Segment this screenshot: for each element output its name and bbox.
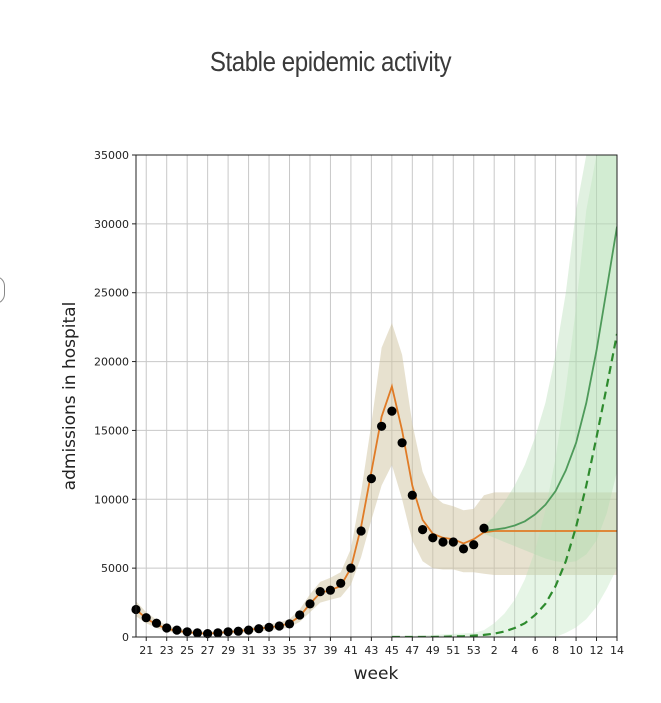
confidence-band-2 [391, 155, 617, 637]
observed-point [469, 540, 479, 550]
y-tick-label: 30000 [94, 218, 129, 231]
observed-point [233, 626, 243, 636]
x-tick-label: 33 [262, 644, 276, 657]
x-tick-label: 47 [405, 644, 419, 657]
observed-point [141, 613, 151, 623]
x-tick-label: 12 [590, 644, 604, 657]
observed-point [438, 537, 448, 547]
observed-point [428, 533, 438, 543]
x-tick-label: 51 [446, 644, 460, 657]
x-tick-label: 23 [160, 644, 174, 657]
observed-point [356, 526, 366, 536]
x-tick-label: 35 [283, 644, 297, 657]
x-tick-label: 49 [426, 644, 440, 657]
observed-point [305, 599, 315, 609]
x-tick-label: 27 [201, 644, 215, 657]
observed-point [346, 563, 356, 573]
y-tick-label: 0 [122, 631, 129, 644]
x-tick-label: 21 [139, 644, 153, 657]
confidence-band-1 [484, 155, 617, 563]
x-tick-label: 6 [532, 644, 539, 657]
y-axis-label: admissions in hospital [60, 302, 80, 491]
y-tick-label: 35000 [94, 149, 129, 162]
x-tick-label: 53 [467, 644, 481, 657]
observed-point [397, 438, 407, 448]
series-line-1 [483, 226, 617, 532]
x-tick-label: 41 [344, 644, 358, 657]
observed-point [223, 627, 233, 637]
observed-point [325, 585, 335, 595]
observed-point [151, 618, 162, 628]
observed-point [172, 625, 182, 635]
observed-point [366, 474, 376, 484]
observed-point [387, 406, 397, 416]
observed-points [131, 406, 489, 639]
observed-point [284, 619, 295, 629]
x-tick-label: 43 [364, 644, 378, 657]
x-ticks: 21 23 25 27 29 31 33 35 37 39 41 43 45 47 49 51 53 2 4 6 8 10… [139, 637, 624, 657]
y-tick-label: 15000 [94, 424, 129, 437]
observed-point [458, 544, 469, 554]
x-tick-label: 25 [180, 644, 194, 657]
observed-point [418, 525, 428, 535]
y-tick-label: 10000 [94, 493, 129, 506]
observed-point [203, 629, 213, 639]
observed-point [244, 625, 254, 635]
series-line-2 [391, 333, 617, 637]
observed-point [315, 587, 325, 597]
chart-title: Stable epidemic activity [209, 46, 452, 77]
observed-point [336, 578, 346, 588]
x-tick-label: 29 [221, 644, 235, 657]
y-ticks: 0 5000 10000 15000 20000 25000 30000 35000 [94, 149, 136, 644]
confidence-band-0 [136, 323, 617, 635]
confidence-bands [136, 155, 617, 637]
observed-point [407, 490, 417, 500]
x-axis-label: week [354, 664, 399, 684]
observed-point [182, 627, 192, 637]
observed-point [213, 628, 223, 638]
x-tick-label: 10 [569, 644, 583, 657]
observed-point [254, 624, 264, 634]
observed-point [162, 623, 172, 633]
x-tick-label: 14 [610, 644, 624, 657]
observed-point [479, 523, 489, 533]
y-tick-label: 5000 [101, 562, 129, 575]
x-tick-label: 45 [385, 644, 399, 657]
y-tick-label: 20000 [94, 356, 129, 369]
x-tick-label: 8 [552, 644, 559, 657]
plot-frame [135, 154, 618, 638]
observed-point [274, 621, 284, 631]
x-tick-label: 39 [323, 644, 337, 657]
x-tick-label: 4 [511, 644, 518, 657]
y-tick-label: 25000 [94, 287, 129, 300]
observed-point [192, 628, 202, 638]
x-tick-label: 2 [491, 644, 498, 657]
x-tick-label: 37 [303, 644, 317, 657]
observed-point [295, 610, 305, 620]
observed-point [377, 421, 387, 431]
observed-point [448, 537, 458, 547]
x-tick-label: 31 [242, 644, 256, 657]
observed-point [264, 622, 274, 633]
